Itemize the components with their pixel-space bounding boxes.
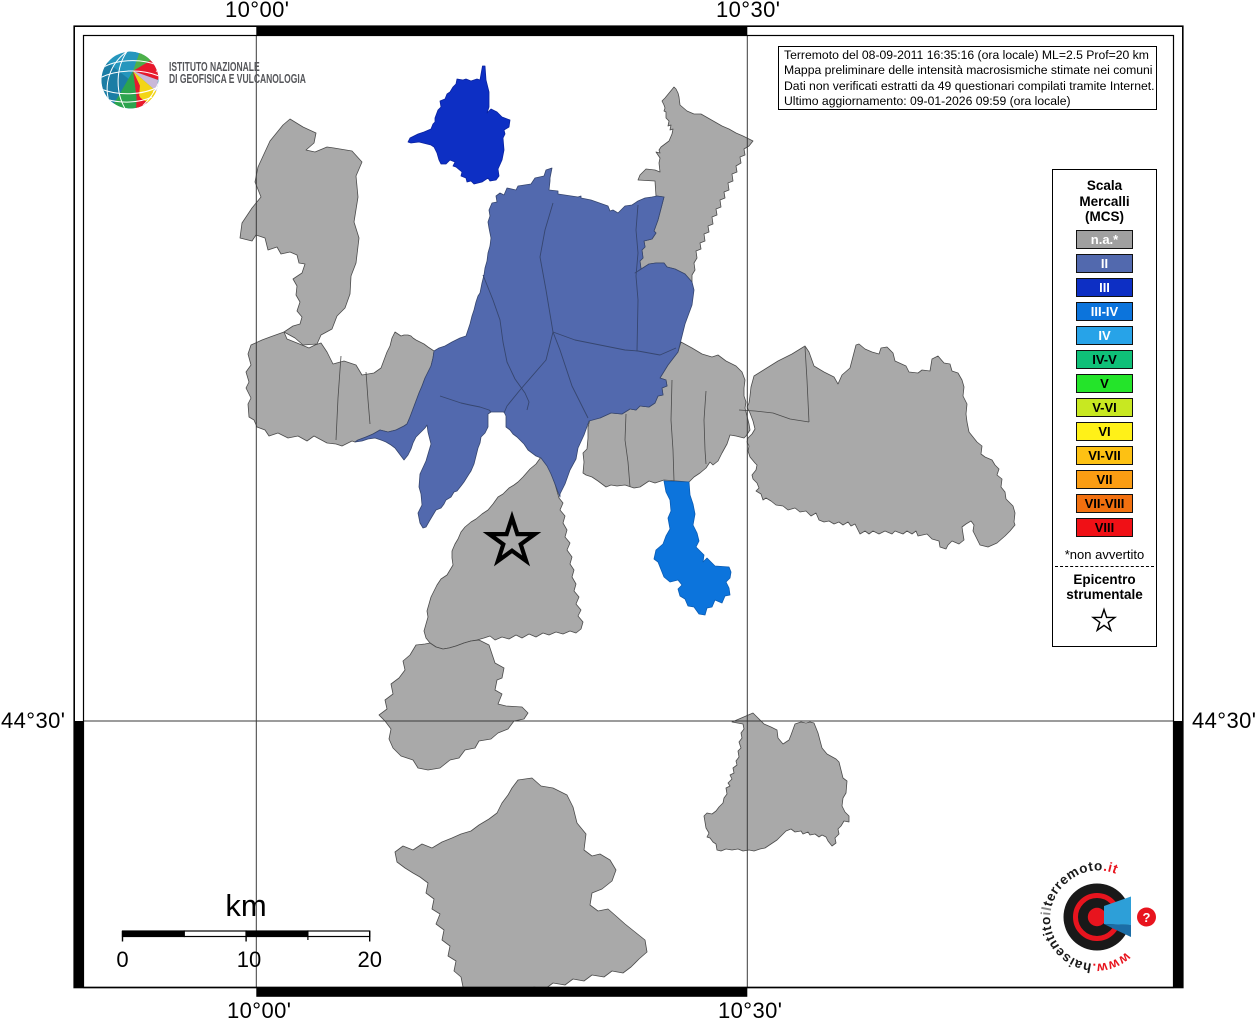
- svg-text:0: 0: [116, 947, 128, 972]
- svg-text:10: 10: [237, 947, 261, 972]
- svg-text:km: km: [225, 888, 266, 923]
- svg-text:20: 20: [357, 947, 381, 972]
- svg-text:?: ?: [1143, 910, 1151, 925]
